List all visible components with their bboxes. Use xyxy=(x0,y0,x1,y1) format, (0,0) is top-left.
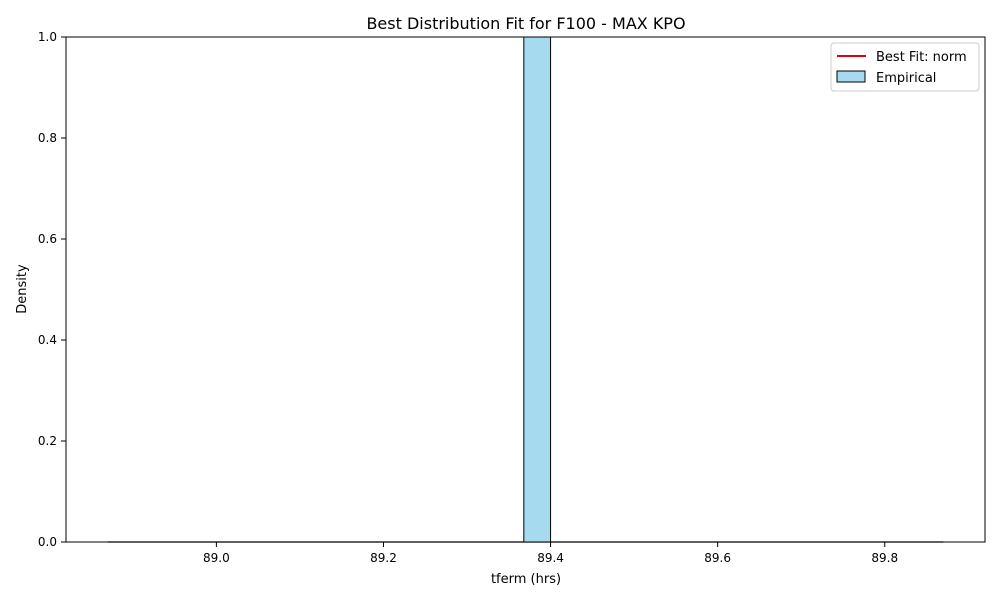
y-tick-label: 0.8 xyxy=(38,131,57,145)
legend-item-empirical: Empirical xyxy=(876,71,936,86)
y-tick-label: 0.2 xyxy=(38,434,57,448)
x-tick-label: 89.2 xyxy=(370,551,397,565)
x-axis: 89.0 89.2 89.4 89.6 89.8 xyxy=(203,542,898,565)
x-tick-label: 89.4 xyxy=(537,551,564,565)
histogram-bar xyxy=(523,36,552,543)
y-axis-label: Density xyxy=(15,264,30,314)
legend-item-best-fit: Best Fit: norm xyxy=(876,50,967,65)
legend-patch-swatch xyxy=(836,70,866,83)
legend: Best Fit: norm Empirical xyxy=(830,42,980,92)
x-tick-label: 89.6 xyxy=(704,551,731,565)
y-tick-label: 0.4 xyxy=(38,333,57,347)
chart-title: Best Distribution Fit for F100 - MAX KPO xyxy=(366,14,685,33)
y-tick-label: 0.6 xyxy=(38,232,57,246)
x-tick-label: 89.8 xyxy=(871,551,898,565)
y-tick-label: 0.0 xyxy=(38,535,57,549)
x-axis-label: tferm (hrs) xyxy=(491,572,561,587)
legend-box xyxy=(830,42,980,92)
y-axis: 0.0 0.2 0.4 0.6 0.8 1.0 xyxy=(38,30,66,549)
plot-frame xyxy=(65,36,986,543)
plot-area xyxy=(107,36,944,543)
y-tick-label: 1.0 xyxy=(38,30,57,44)
x-tick-label: 89.0 xyxy=(203,551,230,565)
